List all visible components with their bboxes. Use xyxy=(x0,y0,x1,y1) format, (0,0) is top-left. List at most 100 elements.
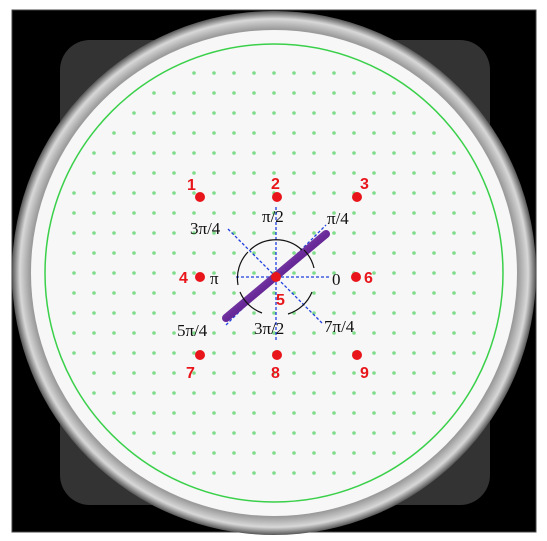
grid-dot xyxy=(392,91,396,95)
grid-dot xyxy=(232,291,236,295)
grid-dot xyxy=(172,131,176,135)
grid-dot xyxy=(112,351,116,355)
grid-dot xyxy=(132,411,136,415)
grid-dot xyxy=(152,251,156,255)
grid-dot xyxy=(72,331,76,335)
grid-dot xyxy=(372,251,376,255)
grid-dot xyxy=(412,271,416,275)
grid-dot xyxy=(312,191,316,195)
grid-dot xyxy=(212,371,216,375)
grid-dot xyxy=(152,371,156,375)
grid-dot xyxy=(332,91,336,95)
grid-dot xyxy=(212,151,216,155)
grid-dot xyxy=(292,231,296,235)
point xyxy=(272,192,282,202)
grid-dot xyxy=(312,291,316,295)
grid-dot xyxy=(112,271,116,275)
point-label: 5 xyxy=(276,292,285,309)
grid-dot xyxy=(292,411,296,415)
grid-dot xyxy=(172,431,176,435)
grid-dot xyxy=(212,131,216,135)
grid-dot xyxy=(352,291,356,295)
grid-dot xyxy=(232,371,236,375)
point xyxy=(352,192,362,202)
grid-dot xyxy=(72,211,76,215)
grid-dot xyxy=(112,311,116,315)
point xyxy=(195,350,205,360)
grid-dot xyxy=(172,251,176,255)
grid-dot xyxy=(352,251,356,255)
grid-dot xyxy=(432,351,436,355)
grid-dot xyxy=(352,391,356,395)
grid-dot xyxy=(432,391,436,395)
grid-dot xyxy=(292,151,296,155)
grid-dot xyxy=(332,431,336,435)
grid-dot xyxy=(132,311,136,315)
grid-dot xyxy=(292,391,296,395)
grid-dot xyxy=(372,371,376,375)
grid-dot xyxy=(232,391,236,395)
grid-dot xyxy=(292,431,296,435)
grid-dot xyxy=(272,171,276,175)
grid-dot xyxy=(412,191,416,195)
grid-dot xyxy=(332,471,336,475)
grid-dot xyxy=(412,331,416,335)
grid-dot xyxy=(432,211,436,215)
grid-dot xyxy=(312,411,316,415)
grid-dot xyxy=(252,391,256,395)
grid-dot xyxy=(112,171,116,175)
grid-dot xyxy=(392,411,396,415)
grid-dot xyxy=(372,171,376,175)
grid-dot xyxy=(332,111,336,115)
grid-dot xyxy=(72,231,76,235)
point-label: 9 xyxy=(360,365,369,382)
grid-dot xyxy=(212,111,216,115)
grid-dot xyxy=(152,391,156,395)
grid-dot xyxy=(132,131,136,135)
grid-dot xyxy=(272,131,276,135)
grid-dot xyxy=(392,191,396,195)
grid-dot xyxy=(332,351,336,355)
grid-dot xyxy=(292,131,296,135)
grid-dot xyxy=(432,171,436,175)
angle-label: 0 xyxy=(332,270,341,289)
grid-dot xyxy=(332,71,336,75)
point xyxy=(195,192,205,202)
grid-dot xyxy=(452,271,456,275)
grid-dot xyxy=(112,151,116,155)
grid-dot xyxy=(272,231,276,235)
grid-dot xyxy=(412,351,416,355)
grid-dot xyxy=(212,191,216,195)
grid-dot xyxy=(132,191,136,195)
grid-dot xyxy=(192,271,196,275)
grid-dot xyxy=(132,151,136,155)
grid-dot xyxy=(172,351,176,355)
grid-dot xyxy=(452,231,456,235)
grid-dot xyxy=(412,131,416,135)
grid-dot xyxy=(452,371,456,375)
grid-dot xyxy=(92,231,96,235)
grid-dot xyxy=(92,391,96,395)
grid-dot xyxy=(232,211,236,215)
grid-dot xyxy=(312,231,316,235)
grid-dot xyxy=(92,191,96,195)
grid-dot xyxy=(212,391,216,395)
grid-dot xyxy=(72,251,76,255)
grid-dot xyxy=(312,151,316,155)
grid-dot xyxy=(332,191,336,195)
grid-dot xyxy=(132,331,136,335)
grid-dot xyxy=(92,211,96,215)
grid-dot xyxy=(392,131,396,135)
grid-dot xyxy=(92,151,96,155)
grid-dot xyxy=(432,131,436,135)
grid-dot xyxy=(152,171,156,175)
grid-dot xyxy=(172,311,176,315)
grid-dot xyxy=(452,331,456,335)
grid-dot xyxy=(332,371,336,375)
grid-dot xyxy=(332,391,336,395)
angle-label: 5π/4 xyxy=(177,321,208,340)
grid-dot xyxy=(212,311,216,315)
grid-dot xyxy=(412,291,416,295)
grid-dot xyxy=(112,211,116,215)
grid-dot xyxy=(152,111,156,115)
